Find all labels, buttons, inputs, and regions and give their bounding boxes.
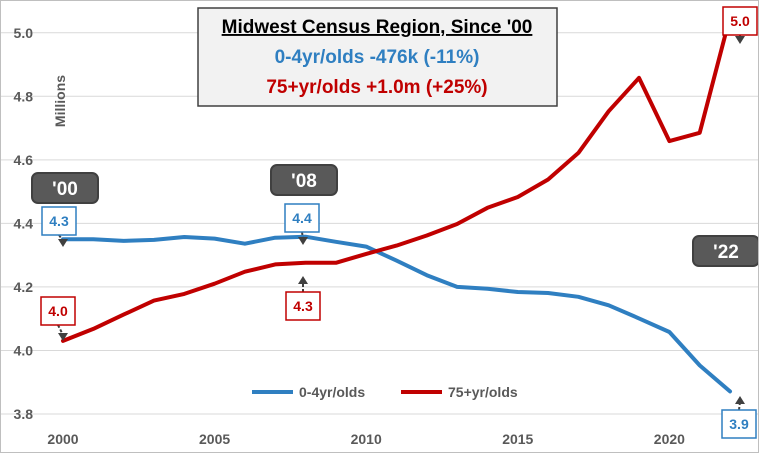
y-tick-label: 4.8 [14, 88, 34, 104]
chart-legend: 0-4yr/olds 75+yr/olds [252, 384, 518, 400]
annotation-arrowhead [298, 237, 308, 245]
value-label-box [722, 6, 758, 36]
year-marker-label: '22 [713, 242, 739, 263]
legend-label: 75+yr/olds [448, 384, 518, 400]
title-box: Midwest Census Region, Since '00 0-4yr/o… [197, 7, 558, 107]
series-line-age-0-4 [61, 234, 732, 394]
value-label-box [41, 206, 77, 236]
annotation-arrow [57, 324, 64, 336]
value-label-box [721, 409, 757, 439]
annotation-arrowhead [298, 276, 308, 284]
year-marker-box [31, 172, 99, 204]
value-label: 4.3 [49, 213, 69, 229]
value-label-box [40, 296, 76, 326]
annotation-arrowhead [58, 239, 68, 247]
series-line-age-75-plus [61, 14, 732, 343]
x-tick-label: 2010 [351, 431, 382, 447]
legend-label: 0-4yr/olds [299, 384, 365, 400]
x-tick-label: 2000 [47, 431, 78, 447]
value-label-box [284, 203, 320, 233]
y-axis-label: Millions [52, 75, 68, 127]
value-label: 4.4 [292, 210, 312, 226]
chart-title: Midwest Census Region, Since '00 [222, 17, 533, 38]
y-tick-label: 4.6 [14, 152, 34, 168]
year-marker-label: '00 [52, 179, 78, 200]
year-marker-box [692, 235, 758, 267]
chart-subtitle-1: 0-4yr/olds -476k (-11%) [275, 47, 480, 68]
x-tick-label: 2015 [502, 431, 533, 447]
y-tick-label: 4.2 [14, 279, 34, 295]
year-marker-box [270, 164, 338, 196]
x-axis-ticks: 2000 2005 2010 2015 2020 [47, 431, 685, 447]
annotation-arrowhead [735, 36, 745, 44]
chart-annotations: '00 '08 '22 4.3 4.4 3.9 4.0 4.3 5.0 [31, 6, 758, 439]
y-tick-label: 4.4 [14, 215, 34, 231]
value-label: 3.9 [729, 416, 749, 432]
chart-subtitle-2: 75+yr/olds +1.0m (+25%) [266, 77, 487, 98]
year-marker-label: '08 [291, 171, 317, 192]
y-tick-label: 4.0 [14, 342, 34, 358]
value-label: 4.0 [48, 303, 68, 319]
y-tick-label: 5.0 [14, 25, 34, 41]
y-tick-label: 3.8 [14, 406, 34, 422]
x-tick-label: 2020 [654, 431, 685, 447]
value-label-box [285, 291, 321, 321]
series-lines [61, 14, 732, 394]
x-tick-label: 2005 [199, 431, 230, 447]
value-label: 4.3 [293, 298, 313, 314]
value-label: 5.0 [730, 13, 750, 29]
annotation-arrowhead [735, 396, 745, 404]
annotation-arrowhead [58, 333, 68, 341]
y-axis-ticks: 3.8 4.0 4.2 4.4 4.6 4.8 5.0 [14, 25, 34, 422]
